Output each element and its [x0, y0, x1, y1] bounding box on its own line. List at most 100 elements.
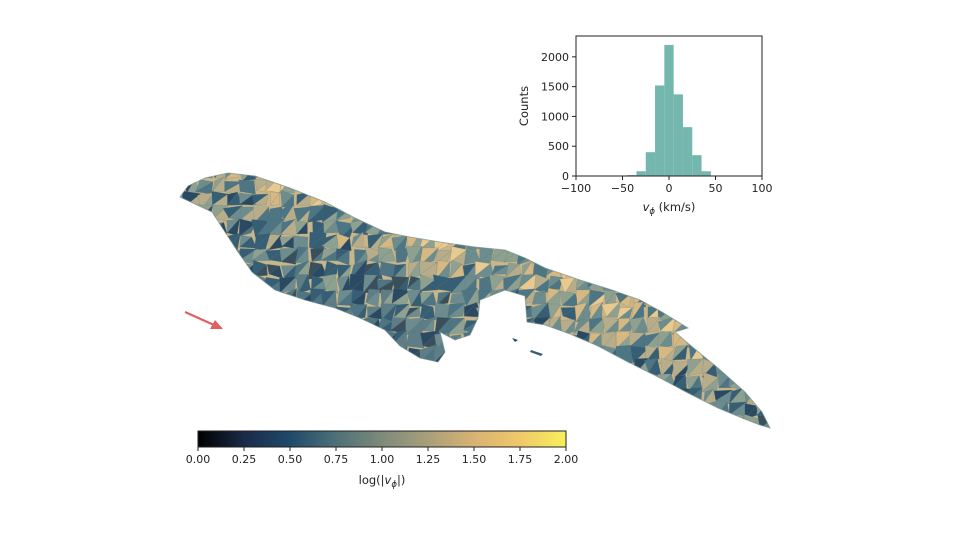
mesh-triangle — [575, 262, 592, 278]
mesh-triangle — [742, 360, 757, 379]
mesh-triangle — [674, 235, 688, 248]
mesh-triangle — [476, 236, 492, 249]
mesh-triangle — [293, 362, 312, 376]
mesh-triangle — [754, 372, 770, 393]
mesh-triangle — [772, 289, 785, 305]
mesh-triangle — [648, 357, 662, 378]
mesh-triangle — [367, 192, 382, 206]
histogram-x-tick-label: 0 — [666, 182, 673, 195]
mesh-triangle — [447, 191, 462, 207]
mesh-triangle — [180, 345, 186, 362]
mesh-triangle — [676, 178, 688, 196]
mesh-triangle — [476, 330, 494, 349]
mesh-triangle — [421, 291, 437, 306]
mesh-triangle — [281, 317, 299, 331]
mesh-triangle — [685, 261, 706, 279]
mesh-triangle — [336, 173, 354, 179]
mesh-triangle — [474, 389, 494, 404]
histogram-bar — [645, 152, 656, 176]
mesh-triangle — [463, 400, 476, 419]
mesh-triangle — [771, 219, 788, 233]
mesh-triangle — [478, 402, 494, 420]
colorbar-tick-label: 1.50 — [462, 453, 487, 466]
mesh-triangle — [448, 206, 462, 225]
mesh-triangle — [522, 173, 533, 180]
mesh-triangle — [755, 335, 770, 346]
mesh-triangle — [420, 207, 436, 224]
mesh-triangle — [196, 235, 215, 251]
mesh-triangle — [294, 302, 312, 320]
mesh-triangle — [338, 347, 352, 364]
mesh-triangle — [685, 179, 704, 196]
mesh-triangle — [559, 232, 575, 251]
mesh-triangle — [447, 347, 466, 363]
mesh-triangle — [422, 388, 438, 403]
mesh-triangle — [404, 173, 422, 177]
mesh-triangle — [742, 173, 759, 180]
mesh-triangle — [448, 400, 465, 417]
mesh-triangle — [775, 322, 787, 335]
histogram-y-tick-label: 0 — [562, 170, 569, 183]
mesh-triangle — [489, 190, 509, 210]
mesh-triangle — [490, 221, 509, 234]
mesh-triangle — [588, 203, 606, 225]
mesh-triangle — [631, 416, 650, 428]
mesh-triangle — [366, 414, 384, 428]
mesh-triangle — [700, 246, 716, 266]
mesh-triangle — [391, 387, 409, 401]
mesh-triangle — [730, 263, 745, 279]
mesh-triangle — [727, 316, 748, 336]
mesh-triangle — [774, 235, 784, 249]
mesh-triangle — [699, 331, 719, 349]
mesh-triangle — [716, 204, 729, 222]
mesh-triangle — [532, 402, 547, 419]
mesh-triangle — [480, 306, 494, 319]
mesh-triangle — [351, 347, 365, 362]
mesh-triangle — [213, 402, 229, 419]
mesh-triangle — [296, 348, 309, 362]
mesh-triangle — [769, 173, 770, 183]
mesh-triangle — [587, 260, 602, 278]
mesh-triangle — [184, 223, 201, 234]
mesh-triangle — [490, 419, 506, 428]
mesh-triangle — [184, 332, 201, 350]
mesh-triangle — [731, 330, 745, 350]
mesh-triangle — [479, 176, 493, 192]
mesh-triangle — [183, 405, 199, 417]
mesh-triangle — [349, 330, 364, 349]
mesh-triangle — [616, 388, 634, 404]
mesh-triangle — [267, 173, 283, 182]
mesh-triangle — [715, 173, 734, 181]
mesh-triangle — [391, 209, 411, 224]
mesh-triangle — [421, 417, 439, 428]
mesh-triangle — [320, 403, 338, 419]
mesh-triangle — [181, 358, 200, 376]
mesh-triangle — [703, 291, 714, 307]
mesh-triangle — [180, 263, 182, 278]
mesh-triangle — [531, 289, 546, 305]
mesh-triangle — [642, 247, 663, 262]
mesh-triangle — [379, 344, 395, 361]
mesh-triangle — [420, 387, 434, 402]
mesh-triangle — [660, 279, 674, 294]
mesh-triangle — [255, 344, 270, 362]
mesh-triangle — [644, 376, 659, 392]
mesh-triangle — [601, 205, 621, 224]
mesh-triangle — [768, 194, 770, 209]
mesh-triangle — [646, 219, 661, 233]
mesh-triangle — [492, 177, 509, 192]
mesh-triangle — [407, 206, 424, 224]
mesh-triangle — [478, 204, 493, 221]
mesh-triangle — [308, 302, 322, 318]
mesh-triangle — [671, 264, 691, 277]
mesh-triangle — [408, 206, 424, 224]
mesh-triangle — [589, 245, 603, 264]
mesh-triangle — [629, 403, 649, 418]
mesh-triangle — [465, 362, 478, 375]
mesh-triangle — [476, 173, 494, 179]
mesh-triangle — [606, 260, 621, 279]
mesh-triangle — [674, 275, 690, 292]
mesh-triangle — [760, 302, 770, 319]
mesh-triangle — [377, 177, 394, 194]
mesh-triangle — [587, 233, 608, 248]
